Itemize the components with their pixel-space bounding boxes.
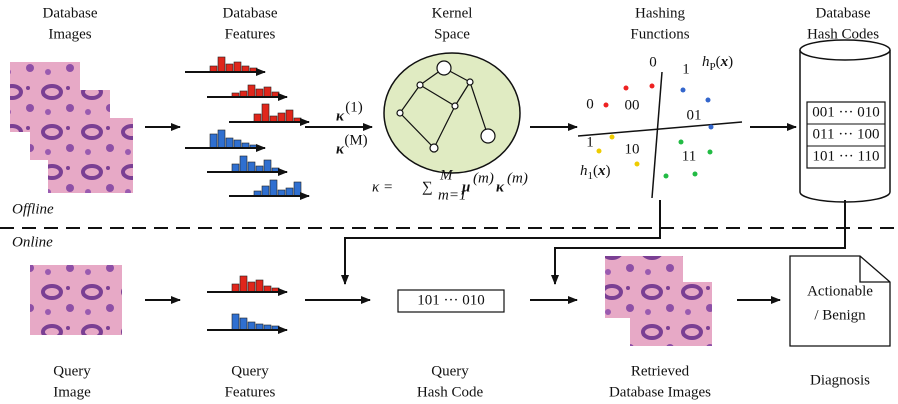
hist-bar <box>294 182 301 196</box>
db-features <box>185 57 309 196</box>
hash-function-part: h <box>580 163 588 179</box>
column-label: Images <box>48 26 91 42</box>
bit-label: 1 <box>682 61 690 77</box>
hist-bar <box>240 276 247 292</box>
kernel-weight: κ <box>336 108 345 124</box>
column-label: Query <box>53 363 91 379</box>
hash-line <box>652 72 662 198</box>
hist-bar <box>226 64 233 72</box>
hist-bar <box>210 134 217 148</box>
column-label: Query <box>431 363 469 379</box>
bit-label: 0 <box>649 54 657 70</box>
hist-bar <box>254 114 261 122</box>
hash-function: h1(x) <box>580 163 611 181</box>
column-label: Features <box>225 384 276 400</box>
column-label: Image <box>53 384 91 400</box>
hash-function-part: h <box>702 54 710 70</box>
hash-code: 101 ··· 010 <box>417 292 485 308</box>
region-label: 00 <box>625 97 640 113</box>
hist-bar <box>240 156 247 172</box>
diagram: Database Images Database Features Kernel Spac… <box>0 0 898 404</box>
hist-bar <box>248 322 255 330</box>
region-label: 01 <box>687 107 702 123</box>
column-label: Hashing <box>635 5 685 21</box>
column-label: Hash Codes <box>807 26 879 42</box>
hist-bar <box>218 57 225 72</box>
kernel-weight: (M) <box>344 132 367 148</box>
database-cylinder-top <box>800 40 890 60</box>
formula: μ <box>461 179 470 195</box>
column-label: Query <box>231 363 269 379</box>
hist-bar <box>270 180 277 196</box>
hist-bar <box>262 104 269 122</box>
db-image <box>48 118 133 193</box>
hist-bar <box>248 282 255 292</box>
hash-code: 011 ··· 100 <box>813 126 880 142</box>
hist-bar <box>286 110 293 122</box>
diagnosis-text: Actionable <box>807 283 873 299</box>
column-label: Retrieved <box>631 363 690 379</box>
query-features <box>207 276 287 330</box>
region-label: 11 <box>682 148 696 164</box>
column-label: Hash Code <box>417 384 484 400</box>
column-label: Database <box>43 5 98 21</box>
column-label: Diagnosis <box>810 372 870 388</box>
bit-label: 0 <box>586 96 594 112</box>
hist-bar <box>248 162 255 172</box>
hist-bar <box>286 188 293 196</box>
hist-bar <box>232 284 239 292</box>
column-label: Functions <box>630 26 689 42</box>
hist-bar <box>262 186 269 196</box>
hash-function: hP(x) <box>702 54 733 72</box>
hist-bar <box>264 87 271 97</box>
hist-bar <box>240 318 247 330</box>
column-label: Features <box>225 26 276 42</box>
hist-bar <box>248 85 255 97</box>
hist-bar <box>256 280 263 292</box>
hist-bar <box>232 314 239 330</box>
column-label: Database <box>223 5 278 21</box>
column-label: Database <box>816 5 871 21</box>
hist-bar <box>234 140 241 148</box>
kernel-weight: (1) <box>345 99 363 115</box>
column-label: Kernel <box>432 5 473 21</box>
formula: κ <box>496 179 505 195</box>
column-label: Database Images <box>609 384 711 400</box>
section-label: Offline <box>12 201 54 217</box>
query-image <box>30 265 122 335</box>
hist-bar <box>234 62 241 72</box>
bit-label: 1 <box>586 134 594 150</box>
hash-code: 101 ··· 110 <box>813 148 880 164</box>
diagnosis-text: / Benign <box>814 307 866 323</box>
retrieved-image <box>630 282 712 346</box>
hist-bar <box>226 138 233 148</box>
hash-function-part: ) <box>606 163 611 179</box>
hist-bar <box>218 130 225 148</box>
formula: (m) <box>473 170 494 186</box>
section-label: Online <box>12 234 53 250</box>
formula: κ = <box>372 179 393 195</box>
diagnosis-doc <box>790 256 890 346</box>
hist-bar <box>256 89 263 97</box>
hist-bar <box>278 113 285 122</box>
hist-bar <box>264 160 271 172</box>
hist-bar <box>232 164 239 172</box>
region-label: 10 <box>625 141 640 157</box>
formula: ∑ <box>422 179 433 195</box>
formula: (m) <box>507 170 528 186</box>
formula: M <box>439 167 454 183</box>
hash-function-part: ) <box>728 54 733 70</box>
hash-code: 001 ··· 010 <box>812 104 880 120</box>
hash-line <box>578 122 742 136</box>
column-label: Space <box>434 26 470 42</box>
